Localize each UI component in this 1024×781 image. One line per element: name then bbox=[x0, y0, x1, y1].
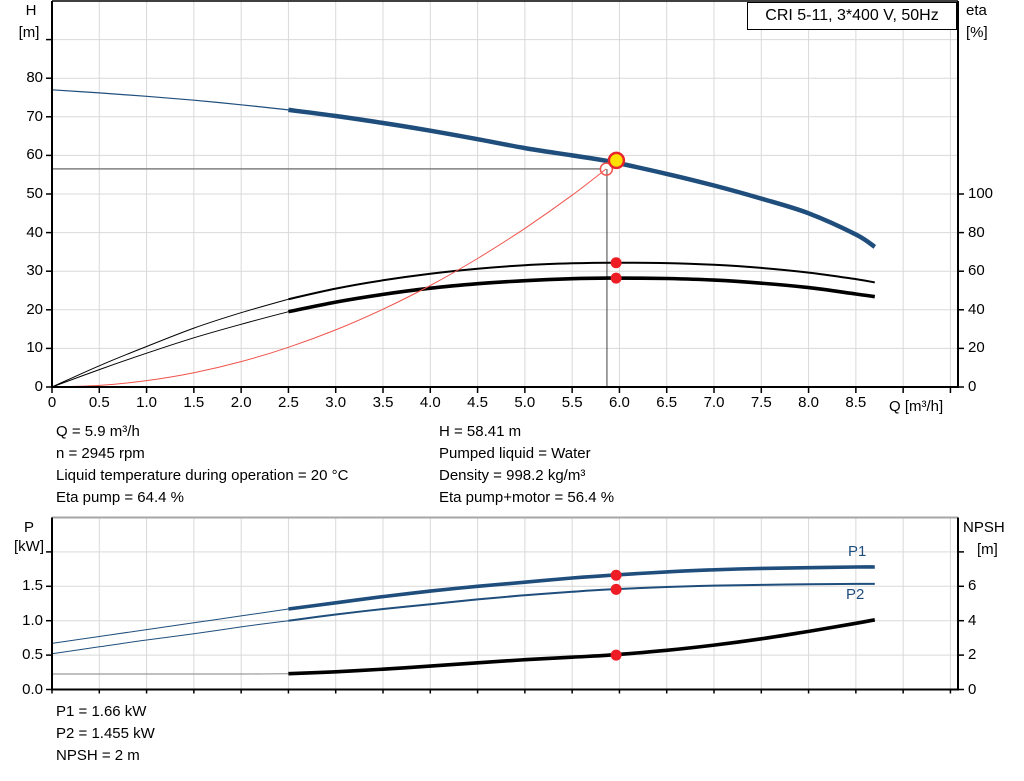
annotation-eta-pump-motor: Eta pump+motor = 56.4 % bbox=[439, 489, 615, 506]
tick-label: 50 bbox=[26, 185, 43, 202]
npsh-axis-title: NPSH bbox=[963, 519, 1005, 536]
tick-label: 0.5 bbox=[88, 394, 110, 411]
p2-curve-label: P2 bbox=[846, 586, 865, 603]
h-axis-title: H bbox=[25, 2, 37, 19]
tick-label: 7.0 bbox=[703, 394, 725, 411]
tick-label: 0.0 bbox=[22, 680, 43, 698]
annotation-h: H = 58.41 m bbox=[439, 423, 522, 440]
tick-label: 2.5 bbox=[277, 394, 299, 411]
annotation-eta-pump: Eta pump = 64.4 % bbox=[56, 489, 184, 506]
tick-label: 2.0 bbox=[230, 394, 252, 411]
tick-label: 5.5 bbox=[561, 394, 583, 411]
tick-label: 6 bbox=[968, 577, 977, 595]
tick-label: 3.5 bbox=[372, 394, 394, 411]
npsh-axis-unit: [m] bbox=[977, 541, 998, 558]
h-axis-unit: [m] bbox=[18, 24, 40, 41]
annotation-n: n = 2945 rpm bbox=[56, 445, 145, 462]
tick-label: 60 bbox=[968, 262, 985, 280]
eta-axis-title: eta bbox=[966, 2, 987, 19]
tick-label: 20 bbox=[968, 339, 985, 357]
p1-curve-label: P1 bbox=[848, 543, 867, 560]
tick-label: 1.0 bbox=[136, 394, 157, 411]
tick-label: 40 bbox=[26, 223, 43, 241]
annotation-npsh: NPSH = 2 m bbox=[56, 747, 140, 764]
tick-label: 5.0 bbox=[514, 394, 536, 411]
pump-title-box: CRI 5-11, 3*400 V, 50Hz bbox=[747, 2, 957, 30]
tick-label: 0 bbox=[34, 378, 43, 395]
tick-label: 8.0 bbox=[798, 394, 819, 411]
annotation-p2: P2 = 1.455 kW bbox=[56, 725, 155, 742]
annotation-q: Q = 5.9 m³/h bbox=[56, 423, 140, 440]
tick-label: 80 bbox=[968, 223, 985, 241]
tick-label: 3.0 bbox=[325, 394, 347, 411]
tick-label: 80 bbox=[26, 69, 43, 87]
tick-label: 8.5 bbox=[845, 394, 867, 411]
tick-label: 0 bbox=[47, 394, 57, 411]
tick-label: 0.5 bbox=[22, 646, 43, 664]
tick-label: 1.5 bbox=[22, 577, 43, 595]
tick-label: 1.5 bbox=[183, 394, 205, 411]
annotation-p1: P1 = 1.66 kW bbox=[56, 703, 147, 720]
tick-label: 0 bbox=[968, 378, 977, 395]
tick-label: 70 bbox=[26, 107, 43, 125]
annotation-density: Density = 998.2 kg/m³ bbox=[439, 467, 586, 484]
tick-label: 4.5 bbox=[467, 394, 488, 411]
tick-label: 1.0 bbox=[22, 611, 43, 629]
tick-label: 2 bbox=[968, 646, 977, 664]
tick-label: 10 bbox=[26, 339, 43, 357]
tick-label: 6.0 bbox=[608, 394, 630, 411]
tick-label: 40 bbox=[968, 300, 985, 318]
tick-label: 30 bbox=[26, 262, 43, 280]
tick-label: 6.5 bbox=[656, 394, 678, 411]
eta-axis-unit: [%] bbox=[966, 24, 988, 41]
tick-label: 0 bbox=[968, 680, 977, 698]
q-axis-label: Q [m³/h] bbox=[889, 398, 944, 415]
tick-label: 4 bbox=[968, 611, 977, 629]
tick-label: 60 bbox=[26, 146, 43, 164]
tick-label: 20 bbox=[26, 300, 43, 318]
annotation-liquid-temp: Liquid temperature during operation = 20… bbox=[56, 467, 349, 484]
annotation-pumped-liquid: Pumped liquid = Water bbox=[439, 445, 591, 462]
p-axis-title: P bbox=[23, 519, 34, 536]
p-axis-unit: [kW] bbox=[14, 538, 44, 555]
tick-label: 4.0 bbox=[419, 394, 441, 411]
tick-label: 100 bbox=[968, 185, 994, 202]
tick-label: 7.5 bbox=[750, 394, 772, 411]
